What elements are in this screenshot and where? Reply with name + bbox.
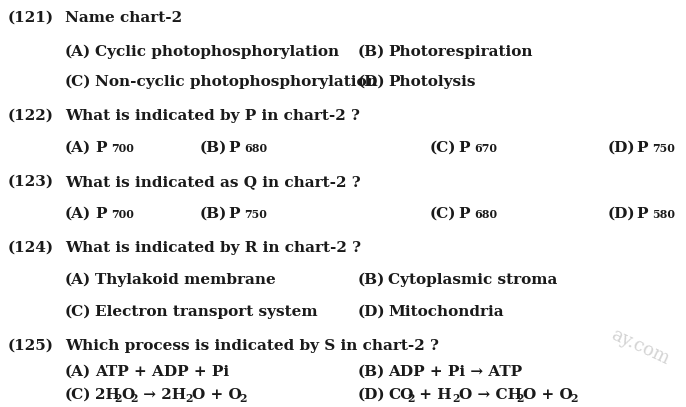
- Text: 2: 2: [185, 394, 193, 405]
- Text: (A): (A): [65, 141, 91, 155]
- Text: (125): (125): [8, 339, 54, 353]
- Text: O + O: O + O: [523, 388, 573, 402]
- Text: (B): (B): [358, 45, 386, 59]
- Text: (A): (A): [65, 45, 91, 59]
- Text: (121): (121): [8, 11, 54, 25]
- Text: P: P: [636, 141, 648, 155]
- Text: 2: 2: [114, 394, 121, 405]
- Text: (A): (A): [65, 273, 91, 287]
- Text: P: P: [458, 207, 469, 221]
- Text: (C): (C): [65, 75, 91, 89]
- Text: (123): (123): [8, 175, 54, 189]
- Text: (A): (A): [65, 207, 91, 221]
- Text: (C): (C): [430, 141, 456, 155]
- Text: 670: 670: [474, 142, 497, 153]
- Text: ay.com: ay.com: [608, 326, 672, 368]
- Text: Name chart-2: Name chart-2: [65, 11, 182, 25]
- Text: P: P: [458, 141, 469, 155]
- Text: 700: 700: [111, 208, 134, 219]
- Text: → 2H: → 2H: [137, 388, 186, 402]
- Text: (C): (C): [65, 305, 91, 319]
- Text: CO: CO: [388, 388, 414, 402]
- Text: Electron transport system: Electron transport system: [95, 305, 318, 319]
- Text: Non-cyclic photophosphorylation: Non-cyclic photophosphorylation: [95, 75, 378, 89]
- Text: What is indicated by R in chart-2 ?: What is indicated by R in chart-2 ?: [65, 241, 361, 255]
- Text: Which process is indicated by S in chart-2 ?: Which process is indicated by S in chart…: [65, 339, 439, 353]
- Text: 750: 750: [652, 142, 675, 153]
- Text: 2: 2: [407, 394, 414, 405]
- Text: (B): (B): [200, 207, 227, 221]
- Text: ADP + Pi → ATP: ADP + Pi → ATP: [388, 365, 522, 379]
- Text: 580: 580: [652, 208, 675, 219]
- Text: P: P: [228, 141, 239, 155]
- Text: Photorespiration: Photorespiration: [388, 45, 532, 59]
- Text: P: P: [228, 207, 239, 221]
- Text: Photolysis: Photolysis: [388, 75, 475, 89]
- Text: + H: + H: [414, 388, 451, 402]
- Text: Thylakoid membrane: Thylakoid membrane: [95, 273, 276, 287]
- Text: What is indicated by P in chart-2 ?: What is indicated by P in chart-2 ?: [65, 109, 360, 123]
- Text: (C): (C): [65, 388, 91, 402]
- Text: (D): (D): [358, 305, 386, 319]
- Text: (122): (122): [8, 109, 54, 123]
- Text: 2H: 2H: [95, 388, 120, 402]
- Text: What is indicated as Q in chart-2 ?: What is indicated as Q in chart-2 ?: [65, 175, 361, 189]
- Text: (D): (D): [608, 207, 636, 221]
- Text: (D): (D): [358, 388, 386, 402]
- Text: P: P: [636, 207, 648, 221]
- Text: 2: 2: [452, 394, 460, 405]
- Text: O → CH: O → CH: [459, 388, 522, 402]
- Text: (D): (D): [608, 141, 636, 155]
- Text: 2: 2: [571, 394, 578, 405]
- Text: 2: 2: [516, 394, 523, 405]
- Text: (B): (B): [358, 365, 386, 379]
- Text: O: O: [121, 388, 134, 402]
- Text: (A): (A): [65, 365, 91, 379]
- Text: (C): (C): [430, 207, 456, 221]
- Text: ATP + ADP + Pi: ATP + ADP + Pi: [95, 365, 229, 379]
- Text: (124): (124): [8, 241, 54, 255]
- Text: Cytoplasmic stroma: Cytoplasmic stroma: [388, 273, 557, 287]
- Text: 2: 2: [239, 394, 247, 405]
- Text: P: P: [95, 141, 106, 155]
- Text: 2: 2: [130, 394, 138, 405]
- Text: 680: 680: [474, 208, 497, 219]
- Text: P: P: [95, 207, 106, 221]
- Text: (D): (D): [358, 75, 386, 89]
- Text: 700: 700: [111, 142, 134, 153]
- Text: O + O: O + O: [192, 388, 241, 402]
- Text: (B): (B): [200, 141, 227, 155]
- Text: (B): (B): [358, 273, 386, 287]
- Text: 750: 750: [244, 208, 267, 219]
- Text: 680: 680: [244, 142, 267, 153]
- Text: Cyclic photophosphorylation: Cyclic photophosphorylation: [95, 45, 339, 59]
- Text: Mitochondria: Mitochondria: [388, 305, 504, 319]
